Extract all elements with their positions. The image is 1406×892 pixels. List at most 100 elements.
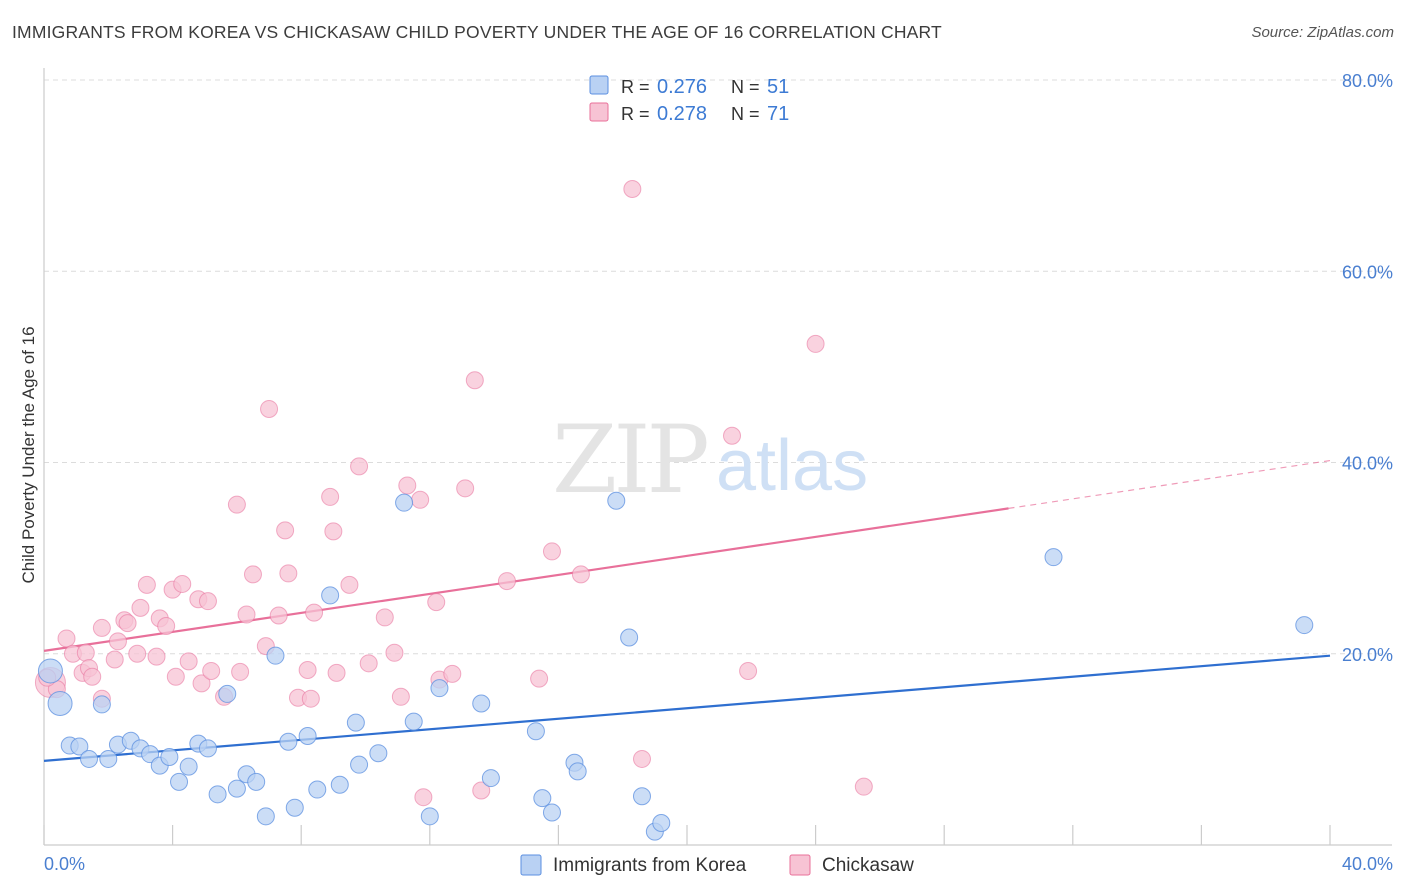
legend-r-value-2: 0.278 bbox=[657, 103, 707, 125]
korea-point bbox=[430, 679, 449, 698]
chickasaw-point bbox=[166, 667, 185, 686]
chickasaw-point bbox=[179, 652, 198, 671]
chickasaw-point bbox=[76, 643, 95, 662]
chickasaw-point bbox=[321, 487, 340, 506]
chickasaw-point bbox=[530, 669, 549, 688]
chickasaw-point bbox=[118, 614, 137, 633]
chickasaw-point bbox=[57, 629, 76, 648]
legend-r-value-1: 0.276 bbox=[657, 76, 707, 98]
chickasaw-point bbox=[723, 426, 742, 445]
tick-labels: 20.0% 40.0% 60.0% 80.0% 0.0% 40.0% bbox=[44, 71, 1393, 874]
chickasaw-point bbox=[411, 490, 430, 509]
chickasaw-point bbox=[472, 781, 491, 800]
korea-point bbox=[404, 712, 423, 731]
chickasaw-point bbox=[108, 632, 127, 651]
y-tick-label-1: 40.0% bbox=[1342, 454, 1393, 474]
watermark-zip: ZIP bbox=[552, 406, 706, 515]
legend-n-value-1: 51 bbox=[767, 76, 789, 98]
korea-point bbox=[141, 745, 160, 764]
korea-point bbox=[652, 814, 671, 833]
korea-point bbox=[99, 749, 118, 768]
korea-point bbox=[266, 646, 285, 665]
legend-n-label-2: N = bbox=[731, 104, 760, 124]
chickasaw-point bbox=[92, 618, 111, 637]
chickasaw-point bbox=[571, 565, 590, 584]
korea-point bbox=[218, 684, 237, 703]
chickasaw-point bbox=[137, 575, 156, 594]
chickasaw-point bbox=[375, 608, 394, 627]
korea-point bbox=[542, 803, 561, 822]
y-axis-label: Child Poverty Under the Age of 16 bbox=[19, 326, 38, 583]
korea-point bbox=[420, 807, 439, 826]
chickasaw-point bbox=[298, 661, 317, 680]
bottom-legend-chickasaw: Chickasaw bbox=[822, 855, 914, 876]
chickasaw-point bbox=[301, 689, 320, 708]
chickasaw-point bbox=[147, 647, 166, 666]
korea-point bbox=[70, 737, 89, 756]
korea-point bbox=[346, 713, 365, 732]
korea-point bbox=[350, 755, 369, 774]
gridlines bbox=[44, 79, 1392, 655]
korea-point bbox=[533, 789, 552, 808]
chickasaw-point bbox=[231, 662, 250, 681]
chickasaw-point bbox=[198, 592, 217, 611]
legend-swatch-chickasaw bbox=[589, 102, 609, 122]
chart-title: IMMIGRANTS FROM KOREA VS CHICKASAW CHILD… bbox=[12, 22, 942, 42]
korea-point bbox=[481, 769, 500, 788]
chickasaw-point bbox=[542, 542, 561, 561]
trend-lines bbox=[43, 459, 1331, 762]
korea-point bbox=[170, 772, 189, 791]
y-tick-label-0: 20.0% bbox=[1342, 645, 1393, 665]
korea-point bbox=[308, 780, 327, 799]
korea-point bbox=[395, 493, 414, 512]
chickasaw-point bbox=[131, 598, 150, 617]
y-tick-label-3: 80.0% bbox=[1342, 71, 1393, 91]
chickasaw-point bbox=[269, 606, 288, 625]
chickasaw-point bbox=[237, 605, 256, 624]
legend-r-label-1: R = bbox=[621, 77, 650, 97]
chickasaw-point bbox=[327, 663, 346, 682]
chickasaw-point bbox=[192, 674, 211, 693]
korea-point bbox=[279, 732, 298, 751]
source-label: Source: ZipAtlas.com bbox=[1251, 24, 1394, 41]
y-tick-label-2: 60.0% bbox=[1342, 262, 1393, 282]
chickasaw-point bbox=[391, 687, 410, 706]
korea-point bbox=[198, 739, 217, 758]
chickasaw-point bbox=[806, 334, 825, 353]
korea-point bbox=[92, 695, 111, 714]
korea-point bbox=[526, 722, 545, 741]
chickasaw-point bbox=[83, 667, 102, 686]
chickasaw-point bbox=[305, 603, 324, 622]
korea-point bbox=[208, 785, 227, 804]
korea-point bbox=[37, 658, 63, 684]
korea-point bbox=[1044, 548, 1063, 567]
chickasaw-point bbox=[260, 399, 279, 418]
chickasaw-point bbox=[465, 371, 484, 390]
bottom-legend-swatch-korea bbox=[520, 854, 542, 876]
chickasaw-point bbox=[456, 479, 475, 498]
korea-point bbox=[330, 775, 349, 794]
korea-point bbox=[285, 798, 304, 817]
korea-trend-line bbox=[43, 654, 1331, 762]
chickasaw-point bbox=[243, 565, 262, 584]
chickasaw-trend-extension bbox=[1008, 459, 1331, 509]
bottom-legend-korea: Immigrants from Korea bbox=[553, 855, 747, 876]
chickasaw-point bbox=[443, 664, 462, 683]
watermark: ZIP atlas bbox=[552, 406, 868, 515]
x-tick-label-1: 40.0% bbox=[1342, 854, 1393, 874]
chickasaw-point bbox=[414, 788, 433, 807]
korea-point bbox=[1295, 616, 1314, 635]
chickasaw-point bbox=[128, 644, 147, 663]
korea-point bbox=[179, 757, 198, 776]
chickasaw-point bbox=[324, 522, 343, 541]
chickasaw-point bbox=[173, 574, 192, 593]
chickasaw-point bbox=[854, 777, 873, 796]
chickasaw-point bbox=[359, 654, 378, 673]
legend-swatch-korea bbox=[589, 75, 609, 95]
legend-n-value-2: 71 bbox=[767, 103, 789, 125]
watermark-atlas: atlas bbox=[716, 426, 868, 506]
korea-point bbox=[472, 694, 491, 713]
chickasaw-point bbox=[105, 650, 124, 669]
korea-point bbox=[80, 749, 99, 768]
